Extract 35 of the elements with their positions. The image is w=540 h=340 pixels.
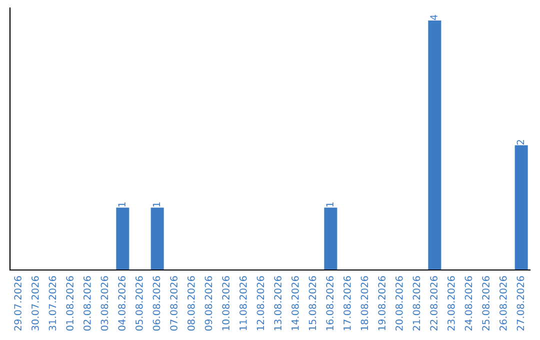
x-tick-label: 29.07.2026 — [14, 276, 22, 331]
x-tick-label: 01.08.2026 — [66, 276, 74, 331]
x-tick-label: 20.08.2026 — [395, 276, 403, 331]
data-label: 2 — [516, 140, 524, 145]
x-tick-label: 08.08.2026 — [187, 276, 195, 331]
x-tick-label: 09.08.2026 — [204, 276, 212, 331]
x-tick-label: 15.08.2026 — [308, 276, 316, 330]
data-label: 1 — [152, 202, 160, 207]
x-tick-label: 16.08.2026 — [326, 276, 334, 330]
x-tick-label: 17.08.2026 — [343, 276, 351, 330]
x-tick-label: 14.08.2026 — [291, 276, 299, 330]
x-tick-label: 31.07.2026 — [48, 276, 56, 330]
x-tick-label: 21.08.2026 — [412, 276, 420, 331]
x-tick-label: 04.08.2026 — [118, 276, 126, 331]
x-tick-label: 03.08.2026 — [100, 276, 108, 331]
x-tick-label: 19.08.2026 — [378, 276, 386, 330]
x-tick-label: 24.08.2026 — [464, 276, 472, 331]
x-tick-label: 06.08.2026 — [152, 276, 160, 331]
x-tick-label: 18.08.2026 — [360, 276, 368, 330]
x-tick-label: 27.08.2026 — [516, 276, 524, 331]
x-tick-label: 10.08.2026 — [222, 276, 230, 330]
x-tick-label: 13.08.2026 — [274, 276, 282, 330]
x-tick-label: 30.07.2026 — [31, 276, 39, 330]
data-label: 1 — [118, 202, 126, 207]
x-tick-label: 05.08.2026 — [135, 276, 143, 331]
x-tick-label: 07.08.2026 — [170, 276, 178, 331]
x-tick-label: 12.08.2026 — [256, 276, 264, 330]
x-tick-label: 22.08.2026 — [430, 276, 438, 331]
data-label: 4 — [430, 14, 438, 20]
x-tick-label: 25.08.2026 — [482, 276, 490, 331]
x-tick-label: 11.08.2026 — [239, 276, 247, 330]
data-label: 1 — [326, 202, 334, 207]
x-tick-label: 23.08.2026 — [447, 276, 455, 331]
x-tick-label: 02.08.2026 — [83, 276, 91, 331]
x-tick-label: 26.08.2026 — [499, 276, 507, 331]
